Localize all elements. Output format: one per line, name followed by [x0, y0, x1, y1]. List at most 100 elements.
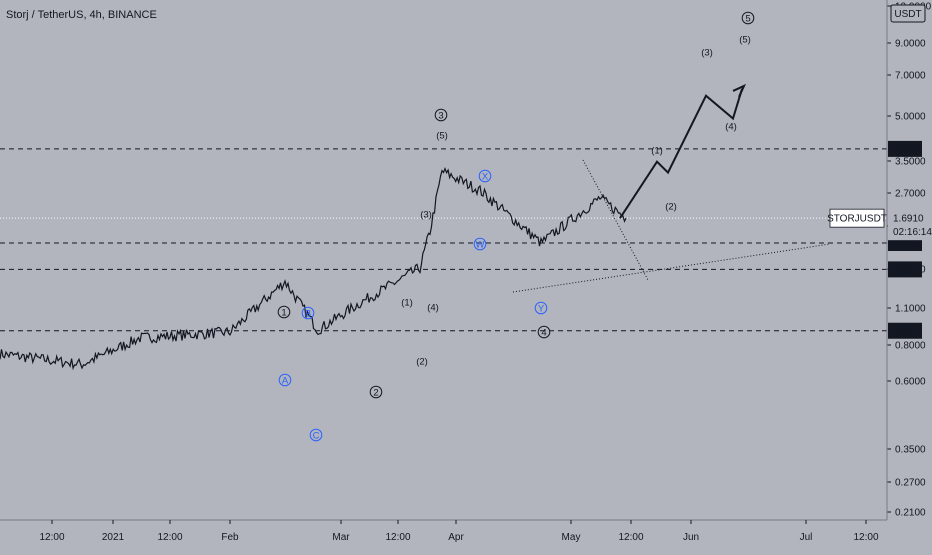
currency-badge-label: USDT — [894, 9, 921, 20]
wave-label: (4) — [725, 121, 737, 132]
resistance-trendline — [582, 159, 649, 281]
price-tick-label: 9.0000 — [895, 39, 926, 50]
wave-label: 2 — [369, 385, 383, 399]
wave-label: Y — [534, 301, 548, 315]
level-tag-bg — [888, 322, 922, 339]
wave-label: (1) — [651, 145, 663, 156]
time-tick-label: Jul — [800, 532, 813, 543]
current-price-countdown: 02:16:14 — [893, 227, 932, 238]
wave-label: (2) — [665, 201, 677, 212]
wave-label: (3) — [420, 209, 432, 220]
wave-label-text: C — [313, 430, 320, 441]
wave-label-circle — [301, 306, 315, 320]
wave-label: (5) — [739, 34, 751, 45]
current-price-tag: 1.6910 02:16:14 — [888, 210, 932, 241]
price-tick-label: 0.6000 — [895, 377, 926, 388]
level-tag: 0.4467 — [888, 322, 922, 339]
wave-label: 3 — [434, 108, 448, 122]
wave-label-text: (1) — [401, 297, 413, 308]
time-axis[interactable]: 12:00 2021 12:00 Feb Mar 12:00 Apr May 12:00 Jun J… — [0, 519, 887, 543]
wave-labels: 1 B A C 2 (1) (2) (4) (3) 3 (5) X W Y 4 (1) (2) (3) (4) (5)… — [277, 11, 755, 442]
wave-label-circle — [278, 373, 292, 387]
wave-label-circle — [369, 385, 383, 399]
horizontal-levels: STORJUSDT — [0, 148, 887, 332]
wave-label: A — [278, 373, 292, 387]
wave-label-text: (2) — [665, 201, 677, 212]
wave-label-circle — [473, 237, 487, 251]
level-tag-label: 0.9227 — [890, 265, 921, 276]
wave-label-text: X — [482, 171, 489, 182]
wave-label: (1) — [401, 297, 413, 308]
level-tag-label: 0.4467 — [890, 326, 921, 337]
symbol-tag: STORJUSDT — [827, 208, 887, 228]
wave-label-circle — [277, 305, 291, 319]
wave-label: 1 — [277, 305, 291, 319]
price-tick-label: 0.3500 — [895, 445, 926, 456]
currency-badge[interactable]: USDT — [890, 4, 926, 23]
wave-label-text: (5) — [739, 34, 751, 45]
wave-label: (4) — [427, 302, 439, 313]
wave-label-text: 3 — [438, 110, 443, 121]
wave-label-circle — [534, 301, 548, 315]
wave-label-text: 1 — [281, 307, 286, 318]
level-tag-bg — [888, 261, 922, 278]
level-tag-label: 3.8375 — [890, 144, 921, 155]
projection-arrowhead — [732, 83, 747, 98]
support-trendline — [512, 243, 831, 293]
price-tick-label: 5.0000 — [895, 112, 926, 123]
wave-label: 4 — [537, 325, 551, 339]
wave-label-circle — [434, 108, 448, 122]
wave-label-text: Y — [538, 303, 545, 314]
level-tag-label: 1.2609 — [890, 238, 921, 249]
time-tick-label: Jun — [683, 532, 699, 543]
wave-label-text: W — [476, 239, 485, 250]
price-tick-label: 1.1000 — [895, 304, 926, 315]
wave-label-circle — [309, 428, 323, 442]
wave-label-text: 4 — [541, 327, 546, 338]
price-tick-label: 7.0000 — [895, 71, 926, 82]
level-tag: 0.9227 — [888, 261, 922, 278]
symbol-tag-bg — [829, 208, 885, 228]
time-tick-label: 2021 — [102, 532, 125, 543]
current-price-bg — [888, 210, 930, 241]
wave-label-text: (2) — [416, 356, 428, 367]
time-tick-label: 12:00 — [853, 532, 878, 543]
time-tick-label: 12:00 — [385, 532, 410, 543]
level-tag: 3.8375 — [888, 140, 922, 157]
wave-label: (3) — [701, 47, 713, 58]
wave-label: B — [301, 306, 315, 320]
time-tick-label: 12:00 — [157, 532, 182, 543]
time-tick-label: Feb — [221, 532, 239, 543]
price-tick-label: 0.8000 — [895, 341, 926, 352]
wave-label-text: (4) — [725, 121, 737, 132]
wave-label: (5) — [436, 130, 448, 141]
projection-path — [619, 83, 747, 219]
wave-label: (2) — [416, 356, 428, 367]
wave-label-text: (4) — [427, 302, 439, 313]
chart-title: Storj / TetherUS, 4h, BINANCE — [6, 9, 157, 21]
time-tick-label: 12:00 — [618, 532, 643, 543]
current-price-value: 1.6910 — [893, 214, 924, 225]
time-tick-label: 12:00 — [39, 532, 64, 543]
projection-line — [619, 88, 743, 219]
price-axis[interactable]: 12.00009.00007.00005.00003.50002.70002.1… — [886, 0, 932, 520]
wave-label-text: (3) — [701, 47, 713, 58]
wave-label-text: B — [305, 308, 311, 319]
wave-label-circle — [741, 11, 755, 25]
wave-label-text: 2 — [373, 387, 378, 398]
time-tick-label: Mar — [332, 532, 350, 543]
wave-label-text: (3) — [420, 209, 432, 220]
wave-label-text: (1) — [651, 145, 663, 156]
price-tick-label: 3.5000 — [895, 157, 926, 168]
time-tick-label: Apr — [448, 532, 464, 543]
currency-badge-box — [890, 4, 926, 23]
time-tick-label: May — [562, 532, 581, 543]
wave-label-text: A — [282, 375, 289, 386]
wave-label-circle — [537, 325, 551, 339]
price-line — [0, 166, 627, 371]
wave-label-text: 5 — [745, 13, 750, 24]
price-tick-label: 0.2700 — [895, 478, 926, 489]
price-tick-label: 0.2100 — [895, 508, 926, 519]
